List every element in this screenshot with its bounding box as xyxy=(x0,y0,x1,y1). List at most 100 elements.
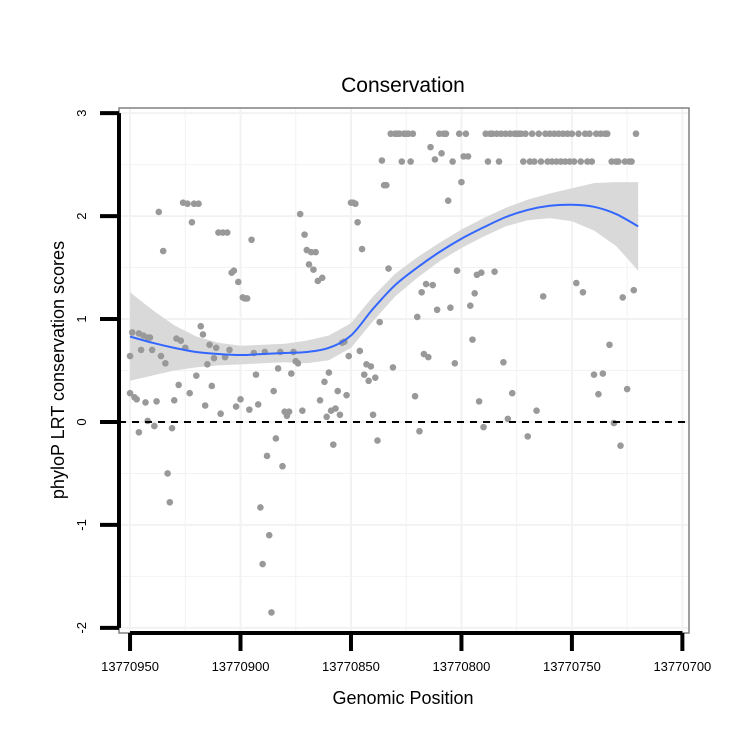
data-point xyxy=(230,267,238,274)
confidence-ribbon xyxy=(130,182,639,381)
data-point xyxy=(570,158,578,165)
data-point xyxy=(336,411,344,419)
data-point xyxy=(537,158,545,165)
data-point xyxy=(623,385,631,393)
data-points xyxy=(126,130,640,616)
data-point xyxy=(398,158,406,165)
data-point xyxy=(144,417,152,425)
data-point xyxy=(606,341,613,349)
data-point xyxy=(159,247,167,255)
data-point xyxy=(619,294,627,301)
x-tick-label: 13770800 xyxy=(433,659,491,674)
data-point xyxy=(484,158,492,165)
data-point xyxy=(151,422,158,430)
data-point xyxy=(425,353,432,361)
data-point xyxy=(462,130,470,138)
data-point xyxy=(491,268,498,275)
data-point xyxy=(321,378,328,386)
data-point xyxy=(573,279,580,287)
data-point xyxy=(294,359,302,367)
data-point xyxy=(148,346,156,354)
data-point xyxy=(528,130,536,138)
data-point xyxy=(197,322,205,330)
data-point xyxy=(475,398,483,405)
data-point xyxy=(531,158,538,165)
data-point xyxy=(617,442,624,449)
data-point xyxy=(433,306,441,314)
data-point xyxy=(268,609,275,616)
data-point xyxy=(568,130,576,138)
data-point xyxy=(524,433,532,440)
data-point xyxy=(442,130,450,138)
data-point xyxy=(212,344,220,352)
data-point xyxy=(201,402,209,409)
data-point xyxy=(385,265,392,272)
data-point xyxy=(595,390,602,398)
confidence-ribbon-layer xyxy=(130,182,639,381)
x-tick-label: 13770950 xyxy=(101,659,159,674)
data-point xyxy=(323,413,330,421)
y-tick-label: 3 xyxy=(74,110,89,117)
data-point xyxy=(628,158,635,165)
data-point xyxy=(254,401,262,408)
data-point xyxy=(520,158,527,165)
data-point xyxy=(610,419,618,427)
y-axis: -2 -1 0 1 2 3 xyxy=(74,110,121,634)
data-point xyxy=(316,397,324,404)
data-point xyxy=(223,229,231,236)
data-point xyxy=(632,130,640,138)
data-point xyxy=(383,181,390,189)
data-point xyxy=(204,361,211,368)
data-point xyxy=(416,427,423,435)
data-point xyxy=(217,410,224,418)
data-point xyxy=(318,274,326,282)
data-point xyxy=(208,382,216,390)
data-point xyxy=(453,267,461,274)
data-point xyxy=(137,346,145,354)
x-tick-label: 13770900 xyxy=(212,659,270,674)
data-point xyxy=(301,231,308,238)
y-tick-label: 0 xyxy=(74,418,89,425)
data-point xyxy=(471,289,478,297)
data-point xyxy=(508,389,516,397)
x-axis: 13770950 13770900 13770850 13770800 13770750… xyxy=(101,631,711,674)
data-point xyxy=(586,130,593,138)
data-point xyxy=(360,371,368,378)
data-point xyxy=(504,415,512,423)
data-point xyxy=(427,143,434,151)
data-point xyxy=(352,200,359,208)
data-point xyxy=(142,399,149,406)
data-point xyxy=(588,158,596,165)
data-point xyxy=(252,371,260,378)
data-point xyxy=(438,149,445,157)
data-point xyxy=(367,363,375,370)
x-tick-label: 13770850 xyxy=(322,659,380,674)
data-point xyxy=(226,346,233,354)
data-point xyxy=(413,313,421,321)
data-point xyxy=(259,560,266,568)
data-point xyxy=(133,396,140,403)
data-point xyxy=(376,318,383,326)
data-point xyxy=(157,352,165,360)
data-point xyxy=(175,381,182,389)
data-point xyxy=(270,387,277,395)
data-point xyxy=(389,364,397,371)
y-tick-label: -1 xyxy=(74,519,89,531)
data-point xyxy=(449,158,456,165)
data-point xyxy=(299,407,306,414)
data-point xyxy=(458,178,465,186)
data-point xyxy=(478,269,485,277)
data-point xyxy=(248,236,255,244)
data-point xyxy=(153,398,160,405)
data-point xyxy=(128,329,136,336)
data-point xyxy=(155,208,163,216)
data-point xyxy=(343,391,350,399)
data-point xyxy=(431,156,439,163)
data-point xyxy=(464,153,472,160)
data-point xyxy=(274,365,282,372)
data-point xyxy=(356,347,364,355)
x-tick-label: 13770750 xyxy=(543,659,601,674)
data-point xyxy=(195,200,202,208)
data-point xyxy=(409,130,417,138)
x-tick-label: 13770700 xyxy=(653,659,711,674)
